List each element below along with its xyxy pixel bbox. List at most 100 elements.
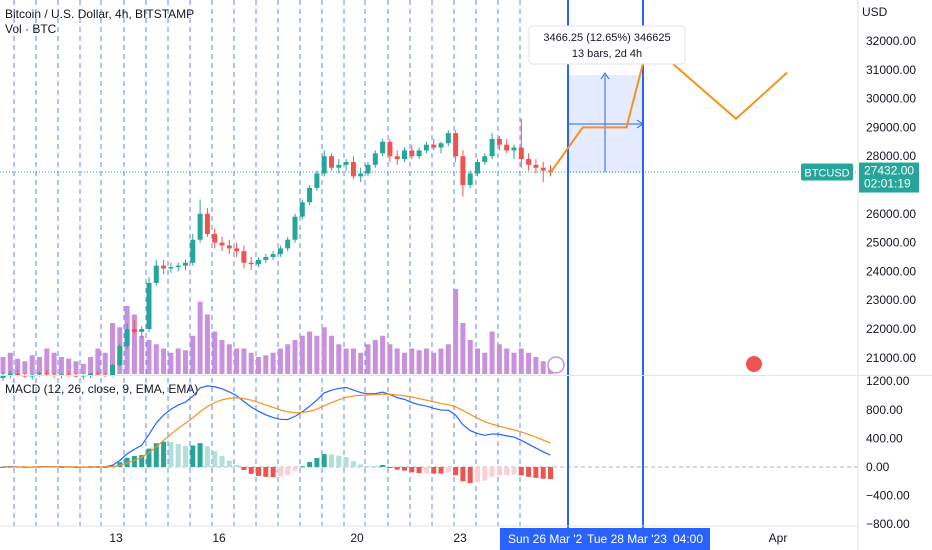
candle-body	[489, 138, 495, 157]
measure-arrow-head-right	[636, 119, 644, 129]
candle-body	[402, 150, 407, 160]
candle-body	[197, 213, 203, 240]
candle-body	[409, 150, 415, 157]
time-label: 20	[350, 531, 364, 545]
macd-histogram-bar	[161, 441, 167, 467]
candle-body	[234, 248, 240, 252]
macd-histogram-bar	[307, 462, 313, 467]
symbol-title[interactable]: Bitcoin / U.S. Dollar, 4h, BITSTAMP	[5, 7, 195, 21]
macd-histogram	[0, 441, 553, 484]
countdown-label: 02:01:19	[864, 177, 911, 191]
volume-bar	[533, 357, 539, 374]
macd-indicator-label[interactable]: MACD (12, 26, close, 9, EMA, EMA)	[5, 382, 199, 396]
projection-drawing[interactable]: 3466.25 (12.65%) 346625 13 bars, 2d 4h	[528, 25, 788, 374]
macd-histogram-bar	[394, 467, 400, 470]
macd-histogram-bar	[146, 448, 152, 467]
volume-bar	[526, 352, 532, 374]
candle-body	[387, 141, 393, 157]
macd-histogram-bar	[292, 467, 298, 471]
candle-body	[175, 265, 181, 268]
signal-line	[2, 393, 551, 468]
volume-bar	[197, 301, 203, 374]
volume-bar	[299, 335, 305, 374]
volume-bar	[504, 348, 510, 374]
macd-histogram-bar	[299, 466, 305, 468]
candle-body	[153, 265, 159, 283]
volume-bar	[431, 352, 437, 374]
price-tick: 23000.00	[866, 293, 916, 307]
volume-bar	[29, 355, 35, 374]
volume-bar	[394, 348, 400, 374]
macd-lines	[2, 385, 551, 468]
price-tick: 29000.00	[866, 120, 916, 134]
candle-body	[540, 167, 546, 171]
volume-bar	[416, 350, 422, 374]
macd-histogram-bar	[241, 467, 247, 470]
volume-bar	[350, 348, 356, 374]
macd-histogram-bar	[277, 467, 283, 477]
macd-histogram-bar	[372, 465, 378, 467]
volume-bar	[292, 340, 298, 374]
grid-lines	[0, 0, 858, 526]
candlesticks	[0, 118, 553, 381]
volume-bar	[540, 361, 546, 374]
macd-histogram-bar	[518, 467, 524, 476]
macd-tick: 800.00	[866, 403, 903, 417]
candle-body	[518, 147, 524, 160]
volume-bar	[80, 363, 86, 374]
volume-bar	[219, 340, 225, 374]
price-axis[interactable]: USD 32000.00 31000.00 30000.00 29000.00 28000…	[801, 0, 919, 550]
date-range-selection[interactable]	[567, 0, 644, 528]
projection-path	[549, 40, 788, 174]
candle-body	[37, 373, 42, 375]
candle-body	[117, 346, 123, 365]
macd-histogram-bar	[504, 467, 510, 475]
measure-tooltip	[528, 25, 686, 65]
price-tick: 31000.00	[866, 63, 916, 77]
volume-bar	[336, 344, 342, 374]
price-tick: 32000.00	[866, 34, 916, 48]
volume-bar	[153, 344, 159, 374]
candle-body	[183, 262, 188, 266]
time-axis[interactable]: 13 16 20 23 Apr Sun 26 Mar '2 Tue 28 Mar '23 04…	[0, 525, 858, 550]
pane-separator[interactable]	[0, 375, 932, 376]
candle-body	[248, 262, 254, 265]
candle-body	[431, 144, 437, 148]
candle-body	[482, 156, 488, 162]
macd-histogram-bar	[423, 467, 429, 473]
measure-tooltip-bars: 13 bars, 2d 4h	[572, 48, 642, 60]
volume-bar	[263, 355, 269, 374]
macd-histogram-bar	[540, 467, 546, 479]
candle-body	[380, 141, 386, 154]
volume-bar	[402, 352, 407, 374]
price-tick: 22000.00	[866, 322, 916, 336]
candle-body	[226, 245, 232, 249]
candle-body	[292, 216, 298, 240]
volume-bar	[175, 348, 181, 374]
candle-body	[416, 150, 422, 157]
macd-histogram-bar	[234, 464, 240, 467]
candle-body	[204, 213, 210, 234]
macd-histogram-bar	[380, 464, 386, 467]
volume-bar	[496, 344, 502, 374]
macd-histogram-bar	[387, 467, 393, 468]
candle-body	[453, 133, 459, 157]
macd-axis[interactable]: 1200.00 800.00 400.00 0.00 −400.00 −800.00	[866, 374, 910, 531]
range-end-time-label: 04:00	[673, 532, 703, 546]
volume-bar	[190, 335, 196, 374]
macd-histogram-bar	[350, 461, 356, 467]
volume-bar	[66, 358, 72, 374]
macd-histogram-bar	[212, 451, 218, 467]
candle-body	[190, 239, 196, 263]
macd-histogram-bar	[131, 455, 137, 467]
volume-bar	[307, 331, 313, 374]
candle-body	[504, 144, 510, 151]
volume-bar	[44, 348, 50, 374]
candle-body	[256, 259, 261, 265]
volume-bar	[204, 314, 210, 374]
candle-body	[241, 251, 247, 263]
volume-indicator-label[interactable]: Vol · BTC	[5, 22, 57, 36]
volume-bar	[343, 348, 349, 374]
candle-body	[44, 373, 50, 375]
